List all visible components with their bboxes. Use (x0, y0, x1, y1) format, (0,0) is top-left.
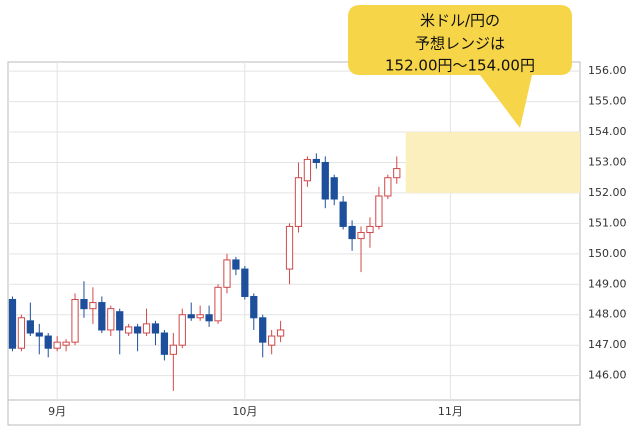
callout: 米ドル/円の 予想レンジは 152.00円～154.00円 (348, 5, 572, 128)
candle-body (44, 335, 52, 349)
candle-body (375, 195, 383, 227)
candle-body (285, 225, 294, 270)
y-tick-label: 146.00 (588, 369, 627, 382)
candle-body (205, 314, 213, 322)
candle-body (393, 168, 401, 179)
candle-body (178, 314, 186, 346)
candle-body (321, 161, 329, 200)
callout-line: 予想レンジは (415, 35, 505, 53)
y-tick-label: 151.00 (588, 216, 627, 229)
candle-body (384, 177, 392, 197)
plot-layer: 146.00 147.00 148.00 149.00 150.00 151.00 152.… (8, 62, 627, 418)
forecast-band (405, 132, 580, 193)
candle-body (133, 326, 142, 334)
candle-body (276, 329, 285, 337)
candle-body (53, 341, 61, 349)
candle-body (294, 177, 303, 227)
candle-body (241, 268, 249, 297)
candle-body (259, 317, 267, 343)
candle-body (107, 308, 115, 331)
candle-body (35, 332, 43, 337)
callout-line: 152.00円～154.00円 (385, 57, 535, 75)
candle-body (366, 225, 374, 234)
candle-body (312, 158, 320, 163)
candle-body (8, 299, 17, 349)
candle-body (62, 341, 70, 346)
x-tick-label: 11月 (438, 405, 463, 418)
candle-body (232, 259, 240, 270)
y-tick-label: 152.00 (588, 186, 627, 199)
candle-body (330, 177, 338, 200)
y-tick-label: 153.00 (588, 155, 627, 168)
candle-body (196, 314, 204, 319)
candle-body (187, 314, 195, 319)
candle-body (98, 302, 106, 331)
candle-body (80, 299, 88, 310)
candle-body (223, 259, 231, 288)
candle-body (339, 201, 347, 227)
candle-body (357, 232, 365, 240)
y-tick-label: 150.00 (588, 247, 627, 260)
candle-body (250, 295, 258, 319)
candle-body (142, 323, 151, 334)
candle-body (169, 344, 177, 355)
callout-line: 米ドル/円の (420, 12, 500, 30)
y-tick-label: 154.00 (588, 125, 627, 138)
candle-body (348, 225, 356, 240)
candle-body (116, 311, 124, 331)
candle-body (17, 317, 26, 349)
candle-body (125, 326, 133, 334)
y-tick-label: 149.00 (588, 277, 627, 290)
candle-body (160, 332, 169, 355)
candle-body (151, 323, 160, 334)
candle-body (71, 299, 79, 343)
candle-body (268, 335, 276, 346)
y-tick-label: 148.00 (588, 308, 627, 321)
y-tick-label: 156.00 (588, 64, 627, 77)
callout-bubble (348, 5, 572, 128)
candle-body (26, 320, 34, 334)
candle-body (214, 286, 222, 322)
x-tick-label: 10月 (232, 405, 257, 418)
x-tick-label: 9月 (48, 405, 66, 418)
y-tick-label: 147.00 (588, 338, 627, 351)
candle-body (303, 158, 312, 182)
candle-body (89, 302, 97, 310)
y-tick-label: 155.00 (588, 95, 627, 108)
plot-frame (7, 61, 581, 426)
